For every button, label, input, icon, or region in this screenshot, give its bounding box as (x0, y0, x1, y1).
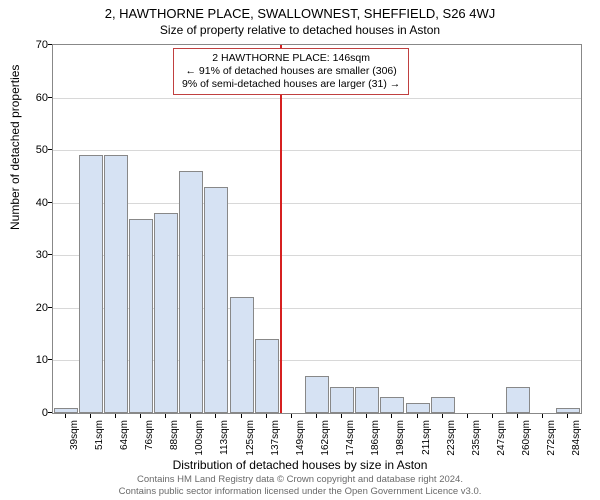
x-tick-mark (241, 414, 242, 418)
x-tick-mark (492, 414, 493, 418)
histogram-bar (230, 297, 254, 413)
y-tick-label: 70 (30, 39, 48, 51)
histogram-bar (179, 171, 203, 413)
x-tick-label: 211sqm (421, 420, 432, 460)
x-tick-label: 39sqm (69, 420, 80, 460)
info-line-2: ← 91% of detached houses are smaller (30… (182, 65, 400, 78)
x-tick-label: 162sqm (320, 420, 331, 460)
x-tick-mark (517, 414, 518, 418)
y-tick-label: 20 (30, 302, 48, 314)
histogram-bar (506, 387, 530, 413)
x-tick-mark (567, 414, 568, 418)
footer-line-2: Contains public sector information licen… (0, 486, 600, 497)
histogram-bar (54, 408, 78, 413)
y-tick-mark (48, 307, 52, 308)
histogram-bar (204, 187, 228, 413)
gridline (53, 203, 581, 204)
x-tick-mark (165, 414, 166, 418)
histogram-bar (154, 213, 178, 413)
histogram-bar (556, 408, 580, 413)
x-tick-mark (266, 414, 267, 418)
x-tick-mark (417, 414, 418, 418)
histogram-bar (79, 155, 103, 413)
footer-line-1: Contains HM Land Registry data © Crown c… (0, 474, 600, 485)
histogram-bar (355, 387, 379, 413)
x-tick-label: 235sqm (471, 420, 482, 460)
x-tick-label: 51sqm (94, 420, 105, 460)
x-tick-label: 125sqm (245, 420, 256, 460)
x-tick-label: 272sqm (546, 420, 557, 460)
x-tick-mark (391, 414, 392, 418)
y-tick-mark (48, 359, 52, 360)
y-axis-label: Number of detached properties (8, 65, 22, 230)
y-tick-mark (48, 254, 52, 255)
x-tick-mark (341, 414, 342, 418)
x-tick-label: 174sqm (345, 420, 356, 460)
x-tick-mark (140, 414, 141, 418)
x-tick-label: 198sqm (395, 420, 406, 460)
info-line-1: 2 HAWTHORNE PLACE: 146sqm (182, 52, 400, 65)
x-tick-label: 260sqm (521, 420, 532, 460)
x-tick-mark (442, 414, 443, 418)
footer-attribution: Contains HM Land Registry data © Crown c… (0, 474, 600, 497)
histogram-bar (431, 397, 455, 413)
info-line-3: 9% of semi-detached houses are larger (3… (182, 78, 400, 91)
y-tick-label: 40 (30, 197, 48, 209)
histogram-bar (380, 397, 404, 413)
x-tick-mark (90, 414, 91, 418)
gridline (53, 98, 581, 99)
x-tick-label: 88sqm (169, 420, 180, 460)
y-tick-mark (48, 202, 52, 203)
histogram-bar (330, 387, 354, 413)
histogram-bar (255, 339, 279, 413)
x-tick-mark (65, 414, 66, 418)
y-tick-mark (48, 149, 52, 150)
x-tick-mark (542, 414, 543, 418)
y-tick-label: 10 (30, 354, 48, 366)
x-tick-mark (190, 414, 191, 418)
x-tick-mark (215, 414, 216, 418)
x-tick-label: 284sqm (571, 420, 582, 460)
x-tick-label: 100sqm (194, 420, 205, 460)
x-tick-label: 76sqm (144, 420, 155, 460)
y-tick-label: 0 (30, 407, 48, 419)
x-axis-label: Distribution of detached houses by size … (0, 458, 600, 472)
y-tick-mark (48, 412, 52, 413)
info-box: 2 HAWTHORNE PLACE: 146sqm ← 91% of detac… (173, 48, 409, 95)
histogram-bar (406, 403, 430, 414)
x-tick-mark (467, 414, 468, 418)
y-tick-mark (48, 97, 52, 98)
histogram-bar (104, 155, 128, 413)
marker-line (280, 45, 282, 413)
histogram-bar (129, 219, 153, 414)
y-tick-label: 60 (30, 92, 48, 104)
plot-area: 2 HAWTHORNE PLACE: 146sqm ← 91% of detac… (52, 44, 582, 414)
x-tick-mark (366, 414, 367, 418)
x-tick-label: 113sqm (219, 420, 230, 460)
gridline (53, 150, 581, 151)
histogram-bar (305, 376, 329, 413)
y-tick-label: 50 (30, 144, 48, 156)
x-tick-label: 149sqm (295, 420, 306, 460)
x-tick-mark (115, 414, 116, 418)
x-tick-label: 137sqm (270, 420, 281, 460)
x-tick-label: 186sqm (370, 420, 381, 460)
x-tick-label: 64sqm (119, 420, 130, 460)
x-tick-label: 247sqm (496, 420, 507, 460)
chart-subtitle: Size of property relative to detached ho… (0, 21, 600, 37)
chart-title: 2, HAWTHORNE PLACE, SWALLOWNEST, SHEFFIE… (0, 0, 600, 21)
x-tick-label: 223sqm (446, 420, 457, 460)
x-tick-mark (316, 414, 317, 418)
y-tick-label: 30 (30, 249, 48, 261)
y-tick-mark (48, 44, 52, 45)
x-tick-mark (291, 414, 292, 418)
